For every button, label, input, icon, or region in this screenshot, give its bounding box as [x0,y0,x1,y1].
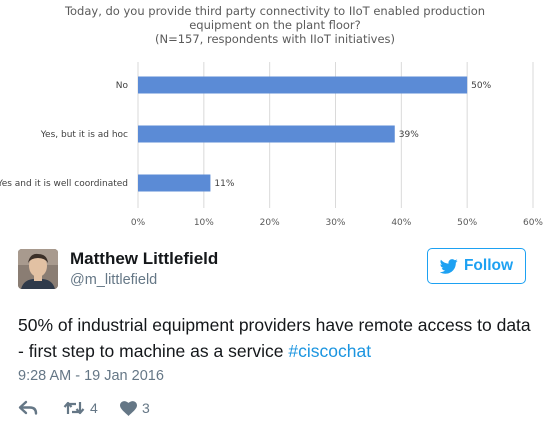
tweet-text-body: 50% of industrial equipment providers ha… [18,315,531,361]
tweet-text: 50% of industrial equipment providers ha… [18,312,538,364]
chart-title-line-2: equipment on the plant floor? [189,18,361,32]
reply-button[interactable] [18,398,38,418]
heart-icon [120,400,137,416]
x-tick-label: 50% [457,218,477,228]
category-label: No [116,81,129,91]
x-tick-label: 20% [260,218,280,228]
data-label: 50% [471,81,491,91]
like-count: 3 [142,400,150,416]
twitter-bird-icon [439,258,458,274]
retweet-button[interactable]: 4 [63,398,98,418]
x-tick-label: 10% [194,218,214,228]
retweet-count: 4 [90,400,98,416]
avatar[interactable] [18,249,58,289]
like-button[interactable]: 3 [120,398,150,418]
category-label: Yes and it is well coordinated [0,179,128,189]
user-handle[interactable]: @m_littlefield [70,272,158,288]
x-tick-label: 0% [131,218,146,228]
x-tick-label: 30% [325,218,345,228]
hashtag-link[interactable]: #ciscochat [288,341,372,361]
bar [138,125,395,143]
x-tick-label: 60% [523,218,543,228]
chart-title-line-1: Today, do you provide third party connec… [64,4,486,18]
bar [138,76,468,94]
reply-icon [18,400,38,415]
chart-image: Today, do you provide third party connec… [0,4,544,228]
bar [138,174,211,192]
data-label: 39% [399,130,419,140]
follow-label: Follow [463,257,514,274]
tweet-timestamp[interactable]: 9:28 AM - 19 Jan 2016 [18,368,164,384]
retweet-icon [63,401,85,415]
bar-chart: 0% 10% 20% 30% 40% 50% 60% No 50% Yes, but it is … [0,62,543,228]
chart-title-line-3: (N=157, respondents with IIoT initiative… [154,32,396,46]
data-label: 11% [214,179,234,189]
x-tick-label: 40% [391,218,411,228]
display-name[interactable]: Matthew Littlefield [70,249,219,268]
category-label: Yes, but it is ad hoc [40,130,128,140]
follow-button[interactable]: Follow [427,248,526,284]
